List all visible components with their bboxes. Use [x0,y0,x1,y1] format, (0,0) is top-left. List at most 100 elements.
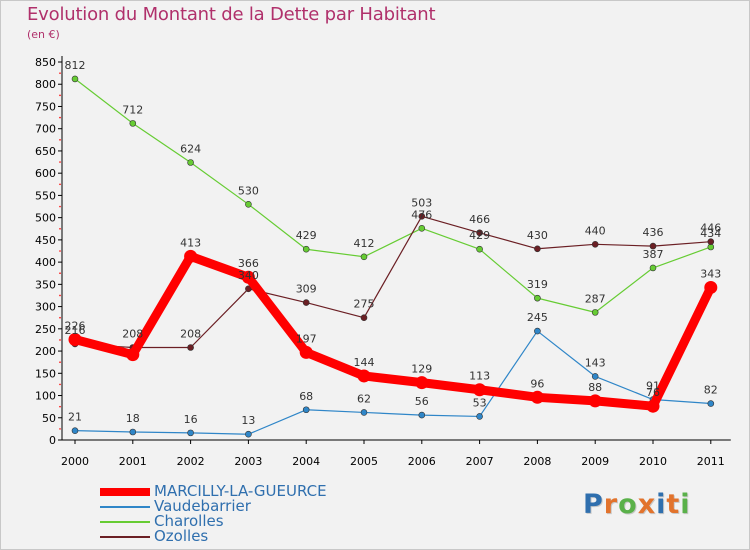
y-tick-label: 150 [35,367,56,380]
logo-letter: t [666,489,681,520]
data-label-1: 91 [646,380,660,393]
y-tick-label: 0 [49,434,56,447]
data-label-2: 712 [122,103,143,116]
series-point-3 [649,242,657,250]
data-label-2: 412 [354,237,375,250]
data-label-0: 88 [588,381,602,394]
y-tick-label: 100 [35,390,56,403]
series-point-0 [68,332,82,346]
data-label-0: 197 [296,332,317,345]
data-label-3: 340 [238,269,259,282]
series-point-0 [473,383,487,397]
data-label-2: 476 [411,208,432,221]
y-minor-tick [59,227,61,230]
series-point-1 [418,411,426,419]
data-label-2: 812 [65,59,86,72]
series-point-3 [476,229,483,237]
data-label-0: 129 [411,363,432,376]
y-tick-label: 350 [35,278,56,291]
logo-letter: o [618,489,638,520]
chart-title: Evolution du Montant de la Dette par Hab… [27,4,436,25]
y-minor-tick [59,94,61,97]
y-tick-label: 850 [35,56,56,69]
series-point-3 [418,213,426,220]
data-label-2: 387 [643,248,664,261]
series-point-2 [360,253,368,261]
series-point-1 [360,409,368,416]
data-label-3: 446 [700,222,721,235]
x-tick-label: 2011 [697,455,725,468]
series-point-0 [415,376,429,390]
chart-subtitle: (en €) [27,28,60,41]
data-label-3: 503 [411,196,432,209]
y-minor-tick [59,405,61,408]
x-tick-label: 2006 [408,455,436,468]
logo-letter: r [603,489,619,520]
series-point-1 [707,400,715,407]
series-point-2 [591,309,599,316]
x-tick-label: 2001 [119,455,147,468]
y-minor-tick [59,316,61,319]
data-label-3: 440 [585,224,606,237]
y-tick-label: 550 [35,189,56,202]
data-label-1: 82 [704,384,718,397]
series-point-0 [357,369,371,383]
data-label-2: 429 [469,229,490,242]
y-minor-tick [59,294,61,297]
series-line-2 [74,78,712,313]
legend-swatch-charolles [100,521,150,523]
data-label-1: 21 [68,411,82,424]
series-point-2 [649,264,657,272]
data-label-0: 144 [354,356,375,369]
y-tick-label: 200 [35,345,56,358]
y-minor-tick [59,361,61,363]
legend-label-vaudebarrier: Vaudebarrier [154,497,251,515]
legend-label-marcilly: MARCILLY-LA-GUEURCE [154,482,327,500]
series-point-0 [530,390,544,404]
x-tick-label: 2007 [466,455,494,468]
y-tick-label: 750 [35,100,56,113]
data-label-2: 287 [585,292,606,305]
series-point-1 [534,327,541,335]
series-point-0 [704,280,718,294]
data-label-1: 53 [473,396,487,409]
data-label-2: 624 [180,143,201,156]
series-point-2 [71,75,79,83]
y-tick-label: 50 [42,412,56,425]
series-point-3 [707,238,715,245]
series-point-2 [534,294,541,302]
series-line-3 [74,215,712,349]
data-label-1: 62 [357,392,371,405]
x-tick-label: 2000 [61,455,89,468]
logo-letter: i [680,489,691,520]
series-point-3 [591,241,599,248]
legend-label-charolles: Charolles [154,512,224,530]
data-label-3: 466 [469,213,490,226]
series-point-1 [129,428,137,436]
y-tick-label: 450 [35,234,56,247]
logo-letter: P [583,489,604,520]
series-point-3 [360,314,368,322]
data-label-1: 13 [241,414,255,427]
series-point-2 [476,245,483,253]
y-minor-tick [59,205,61,208]
data-label-1: 56 [415,395,429,408]
data-label-2: 434 [700,227,721,240]
y-tick-label: 500 [35,212,56,225]
series-point-1 [476,413,483,420]
series-point-0 [126,348,140,362]
y-tick-label: 300 [35,301,56,314]
data-label-1: 16 [184,413,198,426]
y-minor-tick [59,339,61,341]
logo-letter: x [637,489,657,520]
proxiti-logo: Proxiti [583,489,691,520]
y-tick-label: 700 [35,123,56,136]
y-tick-label: 600 [35,167,56,180]
data-label-3: 430 [527,229,548,242]
series-point-2 [129,120,137,127]
y-minor-tick [59,116,61,119]
data-label-3: 275 [354,298,375,311]
y-minor-tick [59,428,61,430]
logo-letter: i [656,489,667,520]
